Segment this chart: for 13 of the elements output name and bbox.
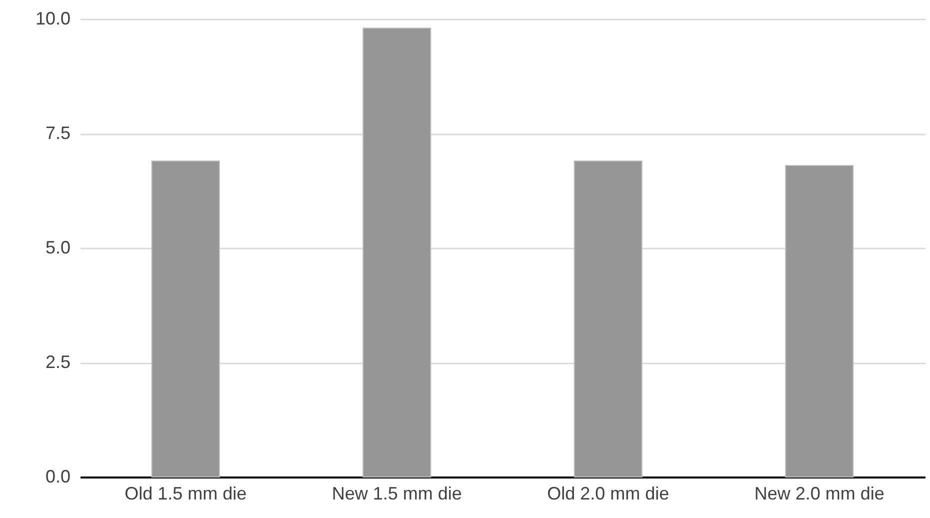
bar <box>151 160 220 478</box>
x-tick-label: New 1.5 mm die <box>332 484 462 504</box>
y-tick-label: 7.5 <box>45 123 70 143</box>
y-tick-label: 10.0 <box>35 8 70 28</box>
x-tick-label: New 2.0 mm die <box>754 484 884 504</box>
x-tick-label: Old 1.5 mm die <box>124 484 247 504</box>
bar <box>362 28 432 478</box>
x-tick-label: Old 2.0 mm die <box>547 484 670 504</box>
y-tick-label: 5.0 <box>45 238 70 258</box>
y-tick-label: 0.0 <box>45 466 70 486</box>
y-tick-label: 2.5 <box>45 352 70 372</box>
bar <box>785 165 854 478</box>
bar <box>574 160 642 478</box>
